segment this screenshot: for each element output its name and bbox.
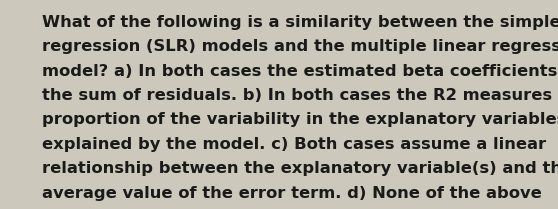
Text: explained by the model. c) Both cases assume a linear: explained by the model. c) Both cases as…	[42, 137, 546, 152]
Text: proportion of the variability in the explanatory variables that is: proportion of the variability in the exp…	[42, 112, 558, 127]
Text: model? a) In both cases the estimated beta coefficients minimize: model? a) In both cases the estimated be…	[42, 64, 558, 79]
Text: average value of the error term. d) None of the above: average value of the error term. d) None…	[42, 186, 542, 201]
Text: the sum of residuals. b) In both cases the R2 measures the: the sum of residuals. b) In both cases t…	[42, 88, 558, 103]
Text: What of the following is a similarity between the simple linear: What of the following is a similarity be…	[42, 15, 558, 30]
Text: relationship between the explanatory variable(s) and the: relationship between the explanatory var…	[42, 161, 558, 176]
Text: regression (SLR) models and the multiple linear regression (MLR): regression (SLR) models and the multiple…	[42, 39, 558, 54]
